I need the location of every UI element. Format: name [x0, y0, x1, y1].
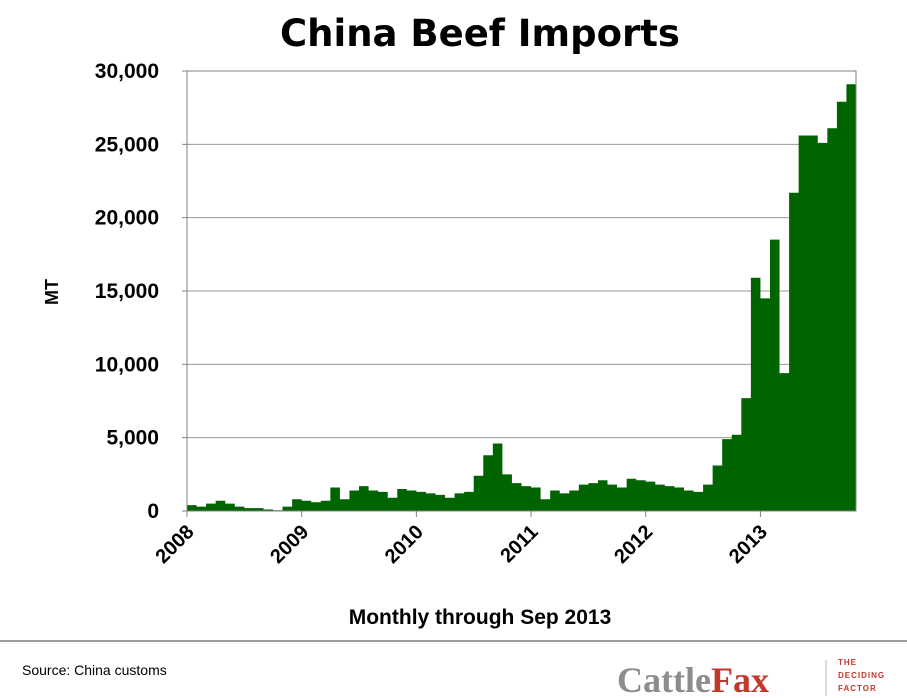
x-tick-label: 2010 — [381, 521, 428, 568]
y-tick-label: 5,000 — [106, 427, 159, 450]
cattlefax-logo: CattleFax THE DECIDING FACTOR — [617, 658, 885, 698]
x-axis-ticks: 2008 2009 2010 2011 2012 2013 — [152, 511, 772, 568]
logo-fax: Fax — [711, 660, 769, 698]
data-area — [187, 84, 856, 511]
x-tick-label: 2012 — [610, 521, 657, 568]
logo-tag-line-1: THE — [838, 658, 857, 667]
x-tick-label: 2011 — [496, 521, 542, 567]
logo-cattle: Cattle — [617, 660, 711, 698]
y-tick-label: 15,000 — [95, 280, 159, 303]
x-tick-label: 2013 — [725, 521, 772, 568]
logo-tag-line-2: DECIDING — [838, 671, 885, 680]
y-tick-label: 0 — [147, 500, 159, 523]
chart-title: China Beef Imports — [280, 12, 680, 55]
x-axis-label: Monthly through Sep 2013 — [349, 606, 612, 629]
y-tick-label: 20,000 — [95, 207, 159, 230]
y-tick-label: 25,000 — [95, 133, 159, 156]
x-tick-label: 2009 — [266, 521, 313, 568]
source-note: Source: China customs — [22, 662, 167, 678]
svg-text:CattleFax: CattleFax — [617, 660, 769, 698]
y-tick-label: 30,000 — [95, 60, 159, 83]
x-tick-label: 2008 — [152, 521, 199, 568]
y-axis-label: MT — [42, 279, 62, 305]
logo-tag-line-3: FACTOR — [838, 684, 877, 693]
y-axis-ticks: 0 5,000 10,000 15,000 20,000 25,000 30,000 — [95, 60, 187, 523]
y-tick-label: 10,000 — [95, 353, 159, 376]
